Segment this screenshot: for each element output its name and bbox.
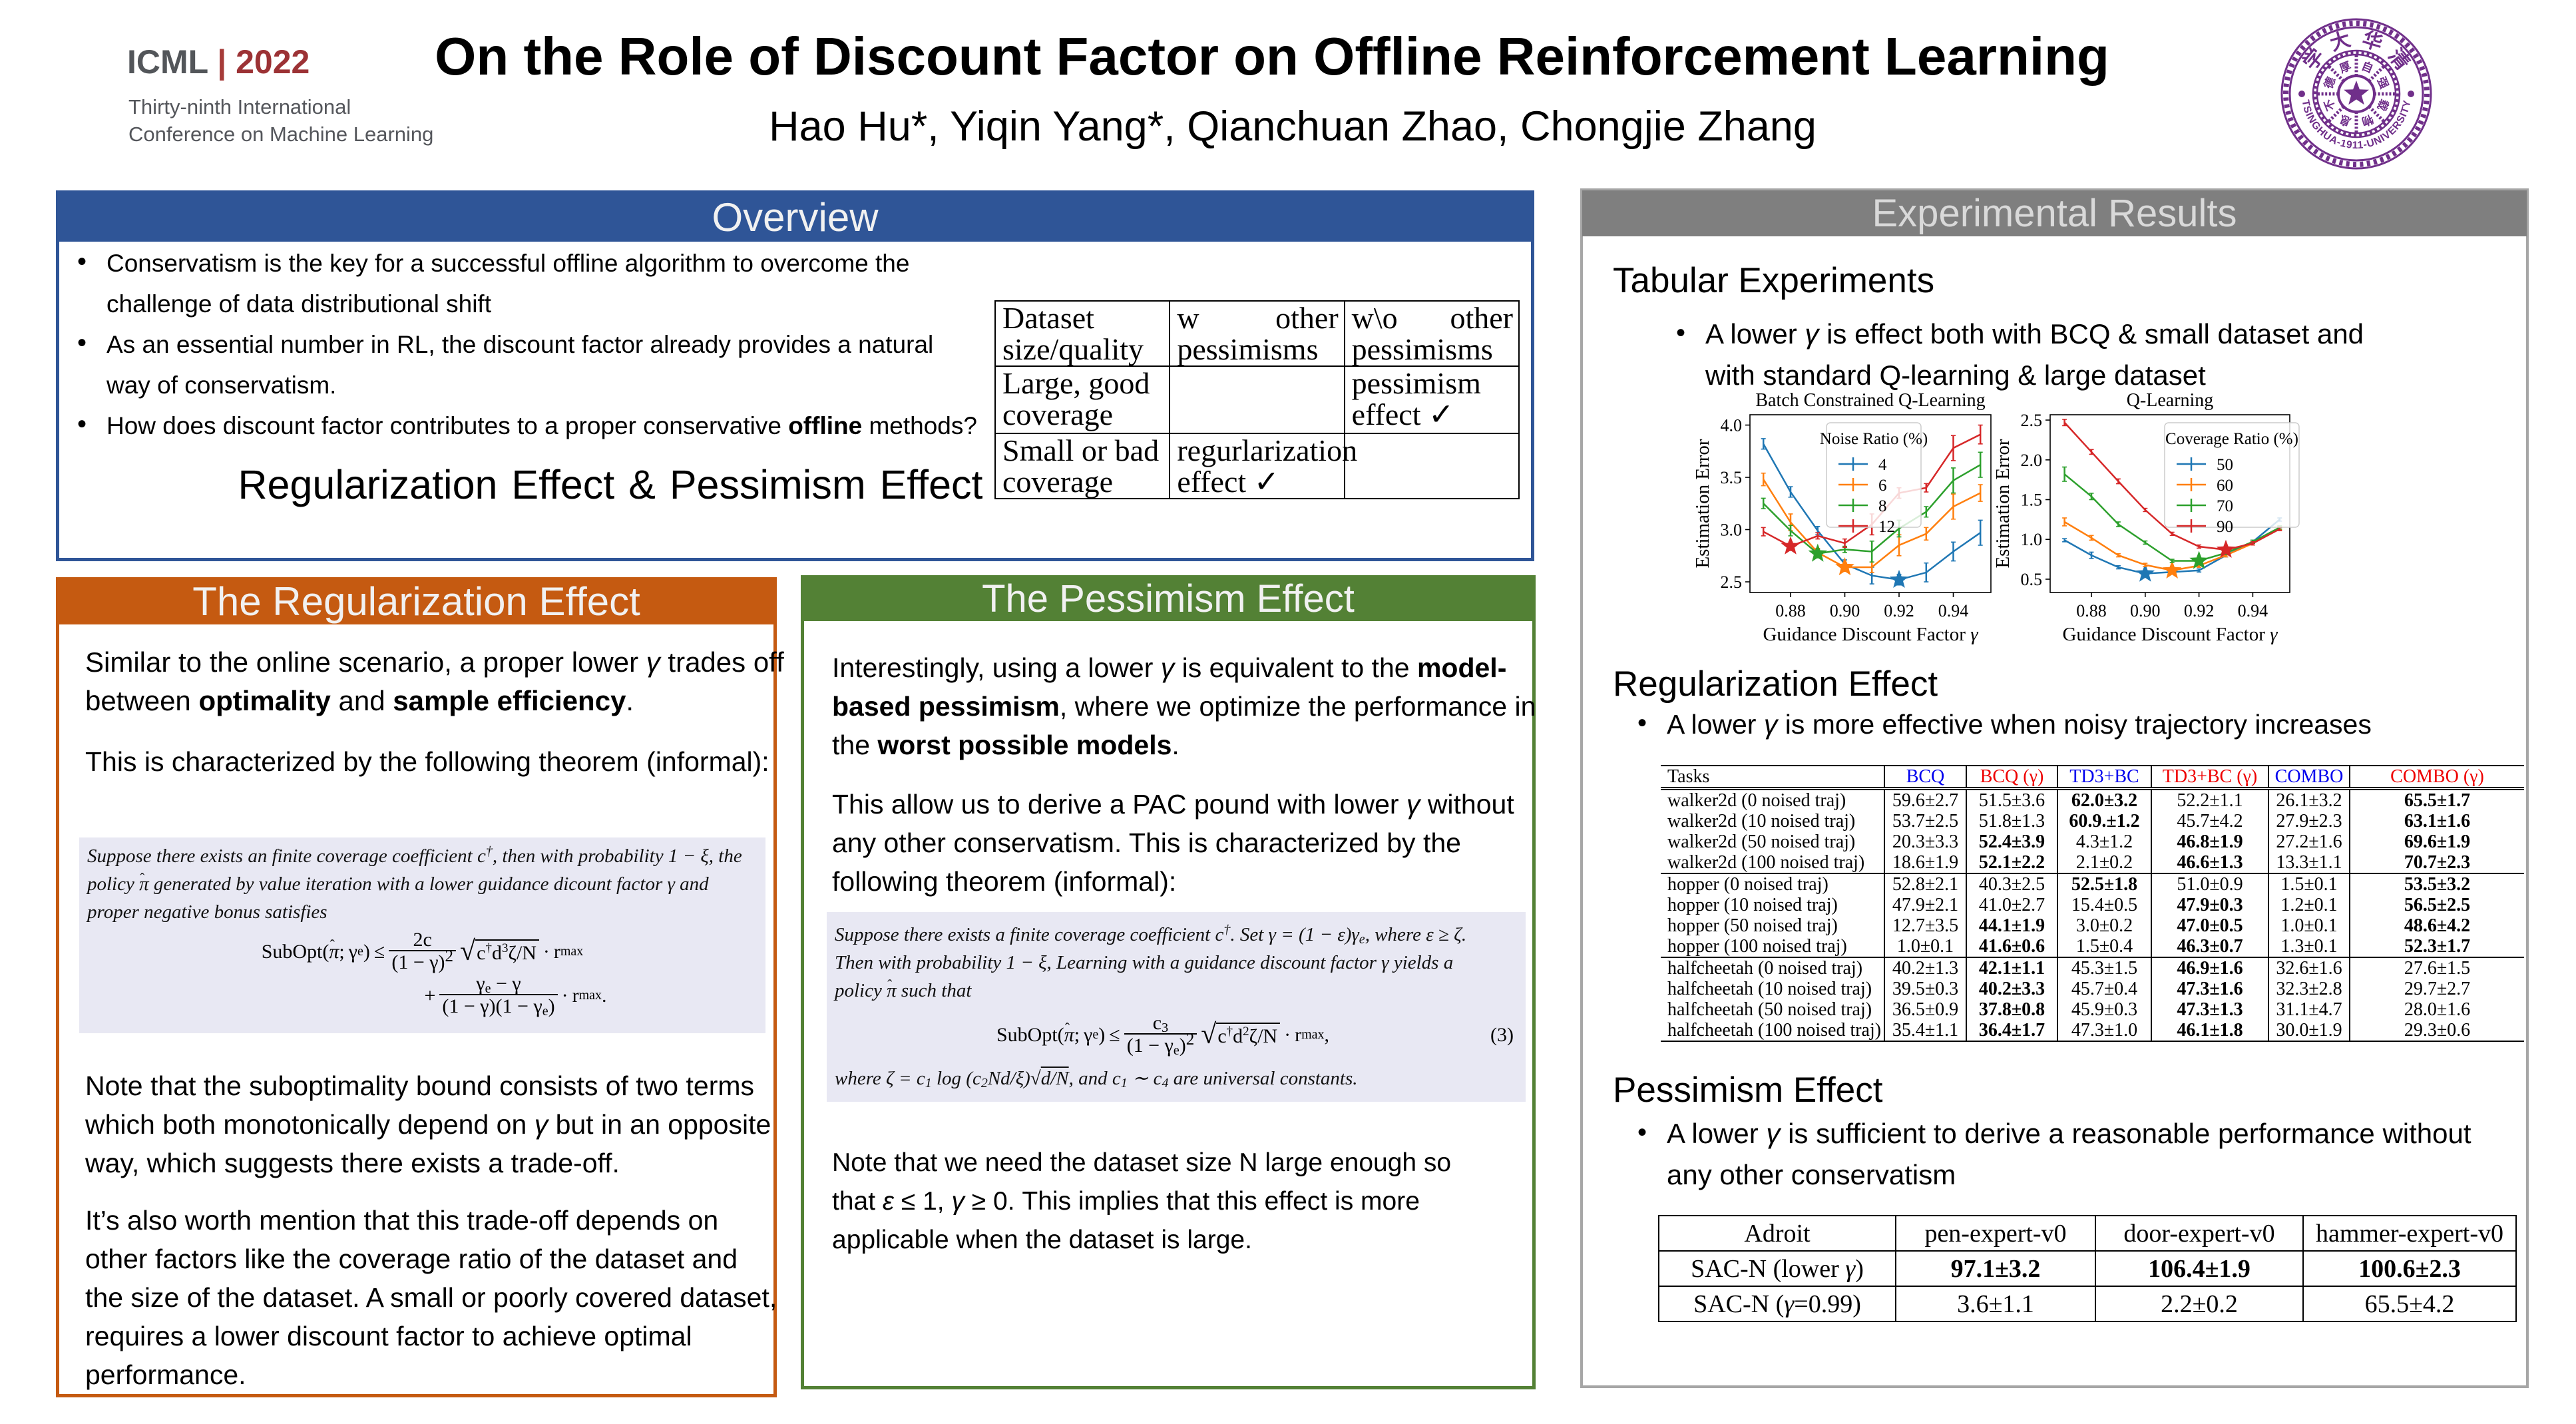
svg-text:德: 德: [2321, 75, 2338, 91]
svg-text:Guidance Discount Factor γ: Guidance Discount Factor γ: [2062, 624, 2278, 645]
svg-text:0.88: 0.88: [2076, 601, 2107, 620]
svg-text:Q-Learning: Q-Learning: [2127, 390, 2214, 411]
svg-text:6: 6: [1878, 477, 1887, 495]
svg-text:Noise Ratio (%): Noise Ratio (%): [1820, 430, 1928, 448]
svg-text:4.0: 4.0: [1721, 416, 1743, 435]
svg-text:Coverage Ratio (%): Coverage Ratio (%): [2165, 430, 2298, 448]
svg-text:12: 12: [1878, 518, 1895, 536]
svg-text:50: 50: [2217, 456, 2233, 474]
svg-text:3.0: 3.0: [1721, 521, 1743, 540]
svg-text:厚: 厚: [2338, 59, 2353, 75]
svg-text:强: 强: [2375, 75, 2391, 91]
svg-text:90: 90: [2217, 518, 2233, 536]
svg-text:0.94: 0.94: [2238, 601, 2268, 620]
svg-text:0.88: 0.88: [1775, 601, 1806, 620]
svg-text:3.5: 3.5: [1721, 468, 1743, 487]
svg-text:0.94: 0.94: [1938, 601, 1969, 620]
svg-text:2.5: 2.5: [2021, 411, 2043, 430]
svg-text:物: 物: [2360, 113, 2375, 129]
svg-text:Batch Constrained Q-Learning: Batch Constrained Q-Learning: [1755, 390, 1985, 411]
svg-text:70: 70: [2217, 497, 2233, 515]
svg-text:载: 载: [2375, 97, 2392, 113]
svg-text:2.5: 2.5: [1721, 573, 1743, 592]
svg-text:Estimation Error: Estimation Error: [1692, 439, 1713, 568]
svg-text:Estimation Error: Estimation Error: [1992, 439, 2014, 568]
svg-text:2.0: 2.0: [2021, 451, 2043, 470]
svg-text:1.5: 1.5: [2021, 491, 2043, 510]
svg-text:4: 4: [1878, 456, 1887, 474]
svg-text:Guidance Discount Factor γ: Guidance Discount Factor γ: [1763, 624, 1979, 645]
svg-text:0.92: 0.92: [2184, 601, 2215, 620]
svg-text:60: 60: [2217, 477, 2233, 495]
svg-text:不: 不: [2322, 97, 2338, 113]
svg-text:自: 自: [2360, 59, 2375, 75]
svg-text:0.90: 0.90: [2130, 601, 2161, 620]
svg-text:息: 息: [2338, 113, 2353, 129]
svg-text:8: 8: [1878, 497, 1887, 515]
svg-text:0.90: 0.90: [1830, 601, 1860, 620]
svg-text:0.5: 0.5: [2021, 570, 2043, 589]
svg-text:1.0: 1.0: [2021, 530, 2043, 549]
svg-text:0.92: 0.92: [1884, 601, 1914, 620]
